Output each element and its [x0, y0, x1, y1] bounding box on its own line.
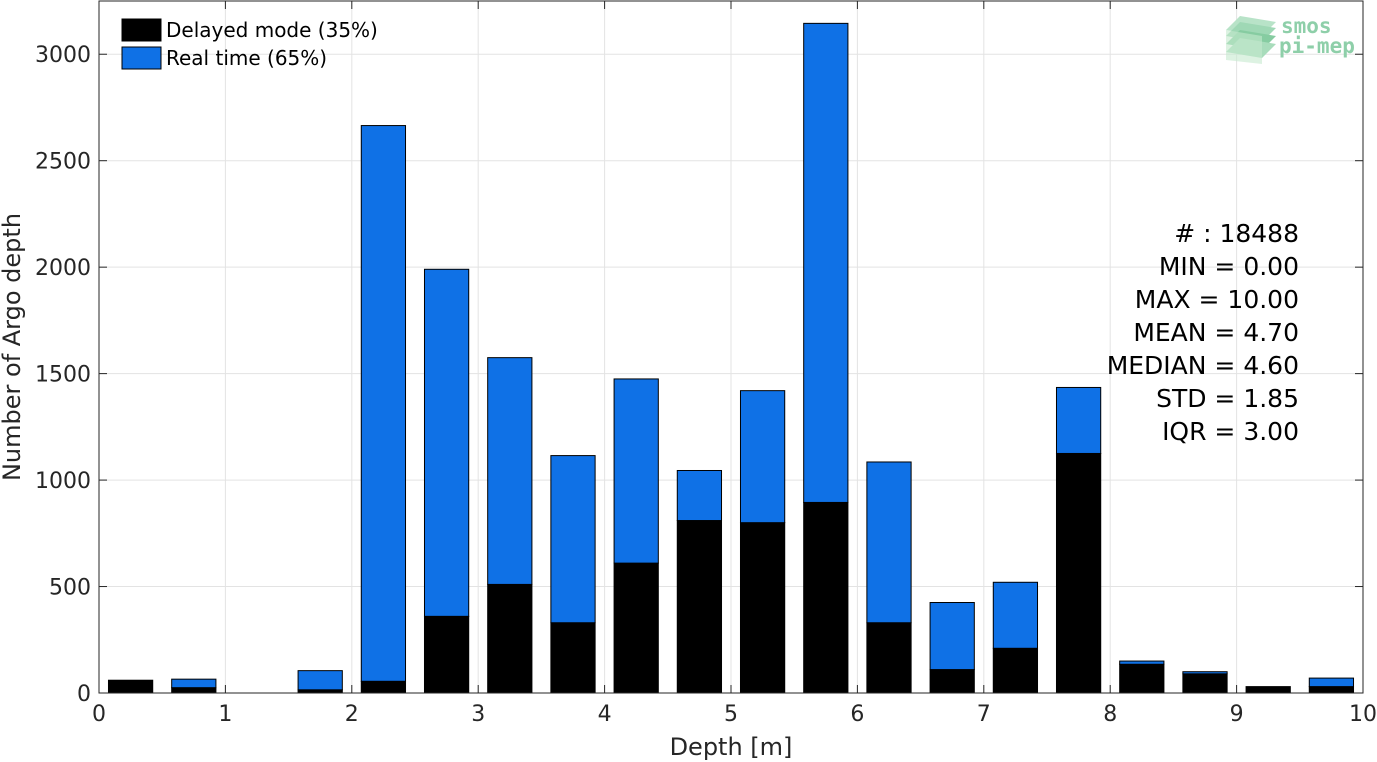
- stat-line: MEDIAN = 4.60: [1107, 351, 1299, 380]
- statistics-box: # : 18488 MIN = 0.00 MAX = 10.00 MEAN = 4.7…: [1107, 219, 1299, 446]
- y-tick-label: 500: [49, 576, 91, 601]
- y-tick-label: 2000: [35, 256, 91, 281]
- bar-delayed-mode: [992, 647, 1039, 694]
- bar-delayed-mode: [1182, 673, 1228, 694]
- y-tick-label: 1000: [35, 469, 91, 494]
- y-tick-label: 0: [77, 682, 91, 707]
- bar-real-time: [803, 22, 849, 503]
- bar-real-time: [992, 581, 1039, 649]
- bar-delayed-mode: [550, 622, 596, 694]
- legend-label-real-time: Real time (65%): [166, 46, 327, 70]
- stat-line: MAX = 10.00: [1135, 285, 1299, 314]
- stat-line: IQR = 3.00: [1162, 417, 1299, 446]
- bar-delayed-mode: [676, 520, 723, 694]
- logo-text-pi-mep: pi-mep: [1279, 34, 1355, 58]
- x-tick-label: 3: [471, 702, 485, 727]
- stat-line: # : 18488: [1174, 219, 1299, 248]
- x-tick-label: 0: [92, 702, 106, 727]
- y-tick-label: 1500: [35, 363, 91, 388]
- bar-real-time: [866, 461, 912, 624]
- y-tick-label: 2500: [35, 150, 91, 175]
- bar-delayed-mode: [866, 622, 912, 694]
- bar-delayed-mode: [1055, 452, 1102, 694]
- bar-real-time: [613, 378, 659, 564]
- y-tick-label: 3000: [35, 43, 91, 68]
- logo-text-smos: smos: [1281, 14, 1332, 38]
- bar-real-time: [1308, 677, 1355, 688]
- bar-delayed-mode: [1119, 663, 1165, 694]
- x-tick-label: 10: [1349, 702, 1377, 727]
- bar-delayed-mode: [613, 562, 659, 694]
- legend-label-delayed-mode: Delayed mode (35%): [166, 18, 378, 42]
- ticks: 0 1 2 3 4 5 6 7 8 9 10 0 500 1000 1500 2000 2500 3000: [35, 1, 1377, 727]
- bar-delayed-mode: [739, 522, 786, 694]
- logo-mark-icon: [1226, 16, 1276, 64]
- bar-real-time: [550, 455, 596, 624]
- bar-delayed-mode: [360, 680, 407, 694]
- x-tick-label: 6: [850, 702, 864, 727]
- bar-delayed-mode: [1245, 686, 1291, 694]
- bar-real-time: [1055, 386, 1102, 454]
- smos-pi-mep-logo: smos pi-mep: [1226, 14, 1355, 64]
- bar-real-time: [297, 670, 343, 691]
- x-axis-label: Depth [m]: [670, 733, 793, 761]
- bar-real-time: [739, 390, 786, 524]
- stat-line: STD = 1.85: [1156, 384, 1299, 413]
- bar-delayed-mode: [1308, 686, 1355, 694]
- bar-delayed-mode: [929, 669, 975, 694]
- bar-real-time: [360, 125, 407, 682]
- bar-real-time: [1119, 660, 1165, 665]
- stat-line: MEAN = 4.70: [1133, 318, 1299, 347]
- x-tick-label: 7: [977, 702, 991, 727]
- bar-delayed-mode: [107, 679, 154, 694]
- bar-delayed-mode: [171, 687, 217, 694]
- grid: [98, 1, 1364, 694]
- bar-real-time: [487, 357, 533, 585]
- x-tick-label: 1: [218, 702, 232, 727]
- bar-real-time: [1182, 671, 1228, 675]
- x-tick-label: 8: [1103, 702, 1117, 727]
- x-tick-label: 5: [724, 702, 738, 727]
- x-tick-label: 4: [598, 702, 612, 727]
- legend-swatch-real-time: [121, 46, 162, 70]
- bar-real-time: [676, 469, 723, 522]
- x-tick-label: 9: [1230, 702, 1244, 727]
- bar-delayed-mode: [487, 583, 533, 694]
- bar-delayed-mode: [423, 615, 470, 694]
- legend: Delayed mode (35%) Real time (65%): [121, 18, 378, 70]
- bar-real-time: [929, 602, 975, 671]
- y-axis-label: Number of Argo depth: [0, 213, 26, 481]
- stat-line: MIN = 0.00: [1159, 252, 1299, 281]
- bar-delayed-mode: [803, 501, 849, 694]
- bar-real-time: [423, 268, 470, 617]
- bar-real-time: [171, 678, 217, 689]
- legend-swatch-delayed-mode: [121, 18, 162, 42]
- x-tick-label: 2: [345, 702, 359, 727]
